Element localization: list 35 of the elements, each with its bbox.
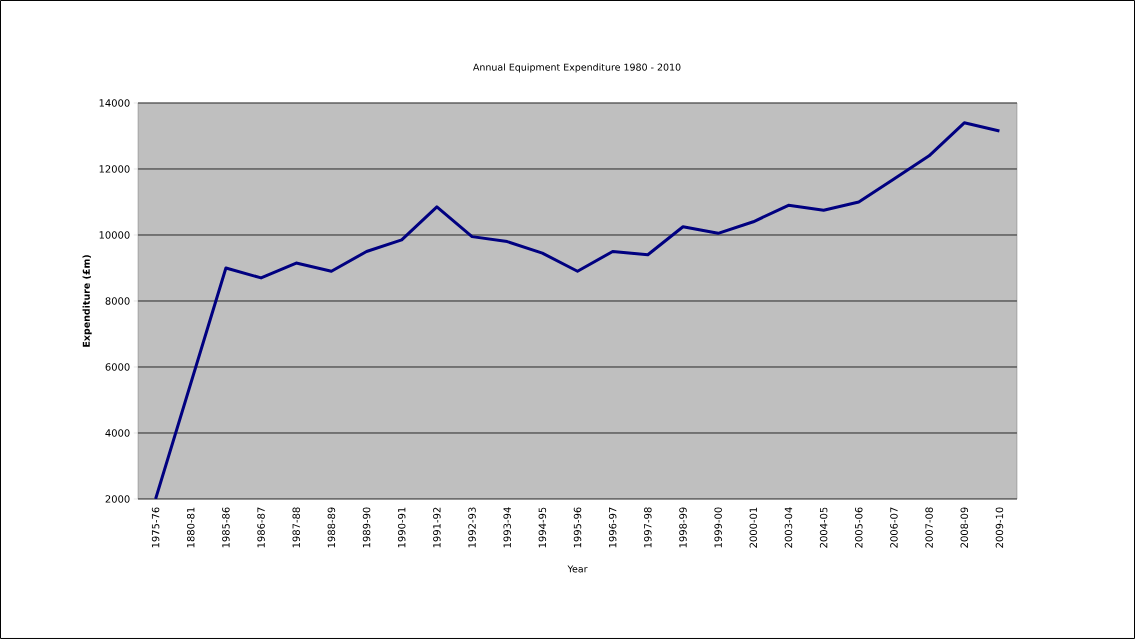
y-axis-title: Expenditure (£m) [82,255,92,347]
x-tick-label: 1998-99 [679,507,687,548]
chart-title: Annual Equipment Expenditure 1980 - 2010 [473,63,681,73]
x-tick-label: 1997-98 [644,507,652,548]
y-tick-label: 6000 [105,363,130,371]
x-tick-label: 1995-96 [573,507,582,548]
x-tick-label: 1975-76 [151,507,160,548]
x-tick-label: 1987-88 [292,507,300,548]
y-tick-label: 2000 [105,495,130,503]
x-tick-label: 1989-90 [362,507,371,548]
x-tick-label: 1994-95 [538,507,547,548]
y-tick-label: 4000 [105,429,130,437]
y-tick-label: 10000 [99,231,130,239]
x-tick-label: 2005-06 [855,507,863,548]
x-tick-label: 1991-92 [433,507,441,548]
x-tick-label: 2000-01 [749,507,758,548]
x-tick-label: 1985-86 [222,507,230,548]
y-tick-label: 8000 [105,297,130,305]
y-tick-label: 14000 [99,99,130,107]
x-tick-label: 1986-87 [257,507,265,548]
x-tick-label: 1992-93 [468,507,476,548]
x-tick-label: 2006-07 [890,507,898,548]
x-tick-label: 2008-09 [960,507,969,548]
x-tick-label: 1880-81 [186,507,195,548]
x-tick-label: 1999-00 [714,507,722,548]
x-tick-label: 1990-91 [397,507,406,548]
x-tick-label: 2007-08 [925,507,933,548]
x-tick-label: 1988-89 [327,507,336,548]
y-tick-label: 12000 [99,165,130,173]
x-tick-label: 2009-10 [995,507,1004,548]
x-tick-label: 2003-04 [784,507,793,548]
x-tick-label: 1996-97 [608,507,617,548]
x-tick-label: 1993-94 [503,507,511,548]
x-tick-label: 2004-05 [819,507,828,548]
x-axis-title: Year [567,565,588,573]
